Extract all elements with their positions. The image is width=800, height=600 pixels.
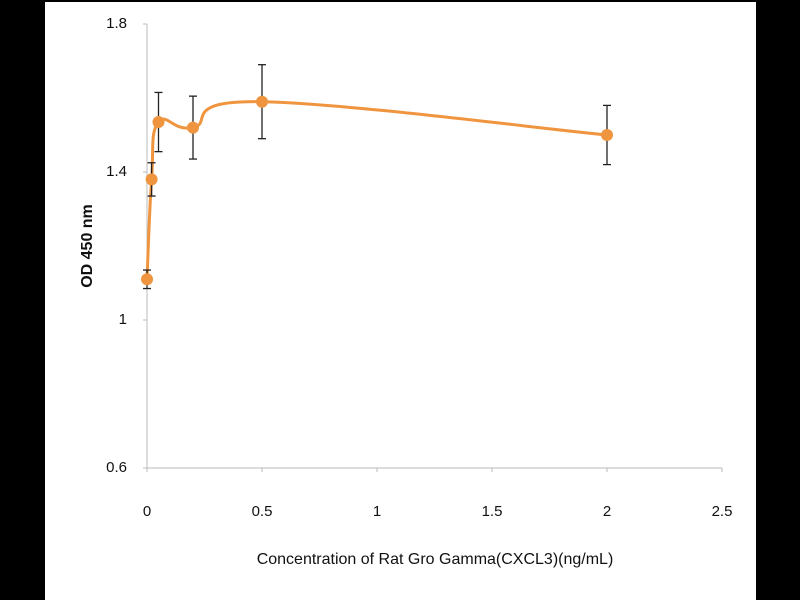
y-tick-label: 0.6 <box>106 459 127 476</box>
x-tick-label: 0 <box>143 503 151 520</box>
x-tick-label: 2.5 <box>712 503 733 520</box>
point <box>141 273 153 286</box>
plot-background <box>45 2 756 600</box>
y-tick-label: 1.8 <box>106 15 127 32</box>
x-tick-label: 1 <box>373 503 381 520</box>
y-axis-title: OD 450 nm <box>79 204 96 288</box>
point <box>187 121 199 134</box>
x-tick-label: 1.5 <box>482 503 503 520</box>
x-axis-title: Concentration of Rat Gro Gamma(CXCL3)(ng… <box>257 551 614 568</box>
point <box>152 116 165 129</box>
y-tick-label: 1 <box>119 311 127 328</box>
point <box>601 129 613 141</box>
x-tick-label: 0.5 <box>252 503 273 520</box>
y-tick-label: 1.4 <box>106 163 127 180</box>
point <box>256 95 268 108</box>
point <box>145 173 158 186</box>
x-tick-label: 2 <box>603 503 611 520</box>
